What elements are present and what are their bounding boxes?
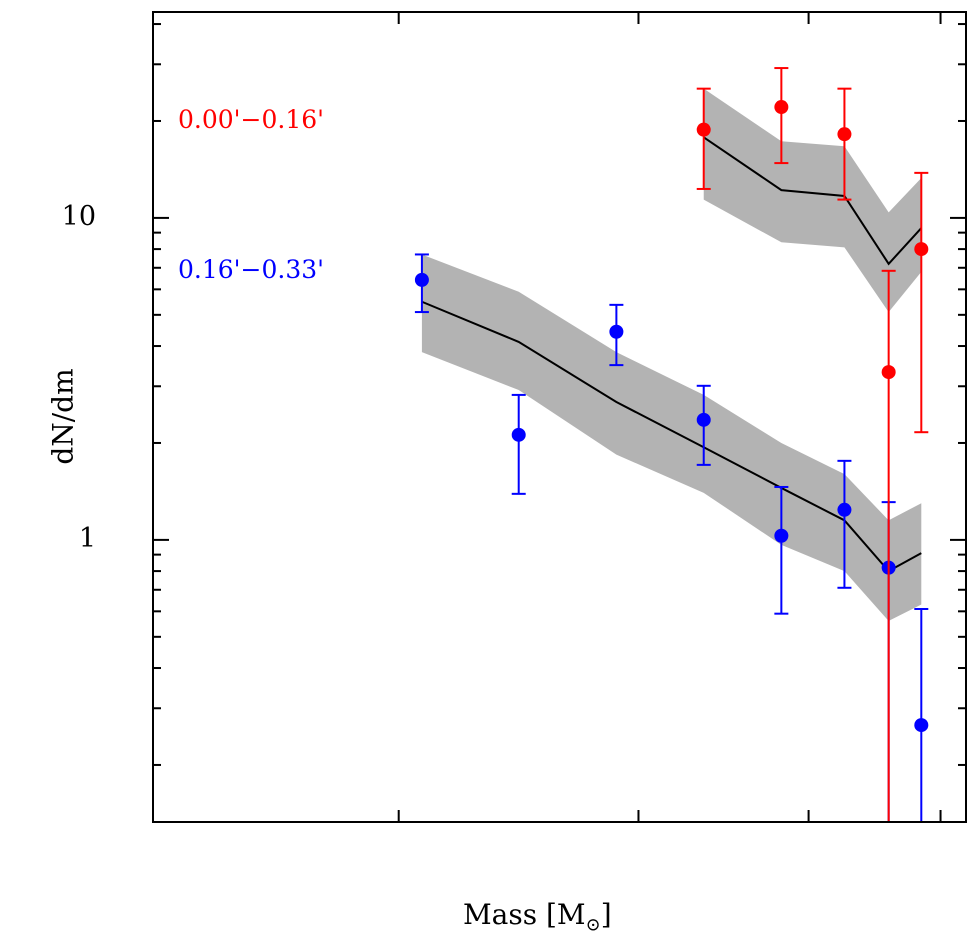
x-axis-label-sun-symbol: ⊙	[585, 914, 601, 936]
model-line-1	[421, 300, 922, 573]
data-point-0-3	[881, 365, 896, 380]
x-axis-label-text: Mass [M	[463, 898, 586, 931]
data-point-1-4	[774, 528, 789, 543]
y-tick-label-1: 1	[78, 523, 96, 554]
data-point-1-7	[914, 718, 929, 733]
x-axis-label-bracket: ]	[600, 898, 612, 931]
data-point-0-4	[914, 242, 929, 257]
x-axis-label: Mass [M⊙]	[463, 898, 612, 936]
data-point-0-1	[774, 100, 789, 115]
y-tick-label-10: 10	[61, 201, 96, 232]
data-point-1-5	[837, 502, 852, 517]
data-point-1-3	[696, 412, 711, 427]
y-axis-label: dN/dm	[46, 368, 80, 465]
legend-label-inner: 0.00'−0.16'	[178, 105, 325, 134]
data-point-1-2	[609, 324, 624, 339]
data-point-0-2	[837, 127, 852, 142]
data-point-1-0	[414, 272, 429, 287]
data-point-1-1	[511, 427, 526, 442]
legend-label-outer: 0.16'−0.33'	[178, 255, 325, 284]
data-point-0-0	[696, 122, 711, 137]
plot-frame	[152, 11, 967, 823]
model-uncertainty-band-1	[421, 254, 922, 621]
model-uncertainty-band-0	[703, 88, 922, 313]
